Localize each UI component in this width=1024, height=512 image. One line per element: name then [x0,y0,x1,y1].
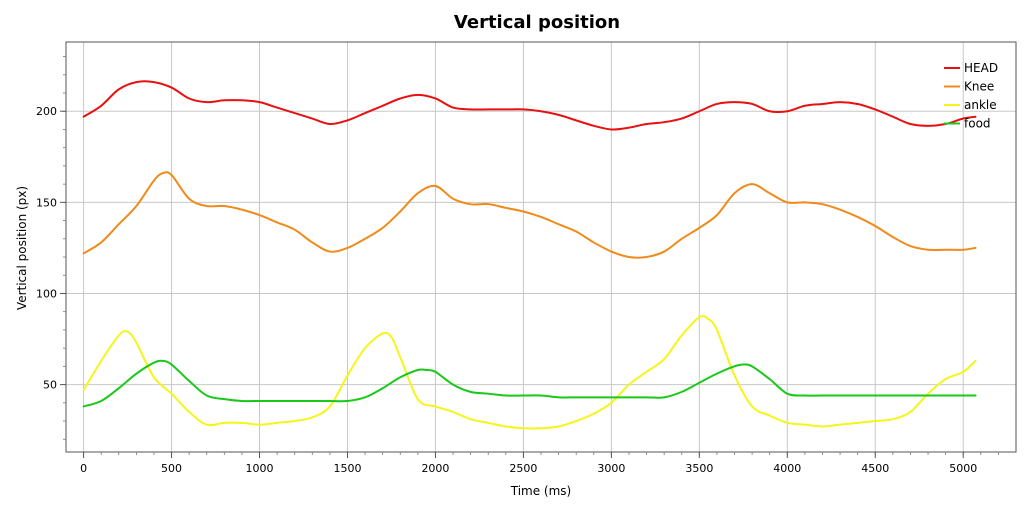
x-tick-label: 2500 [509,462,537,475]
x-tick-label: 1000 [246,462,274,475]
chart-title: Vertical position [454,12,620,33]
x-tick-label: 0 [80,462,87,475]
x-tick-label: 4500 [861,462,889,475]
x-tick-label: 5000 [949,462,977,475]
legend-label: food [964,117,991,131]
series-line-ankle [82,314,977,430]
x-tick-label: 500 [161,462,182,475]
x-tick-label: 4000 [773,462,801,475]
legend-label: ankle [964,98,997,112]
x-axis-label: Time (ms) [510,484,572,498]
x-tick-label: 3000 [597,462,625,475]
series-layer [82,80,977,430]
x-tick-label: 1500 [333,462,361,475]
legend: HEAD Knee ankle food [944,61,998,131]
series-line-food [82,359,977,408]
plot-area [66,42,1016,452]
legend-label: HEAD [964,61,998,75]
y-tick-label: 200 [36,105,57,118]
y-tick-label: 150 [36,196,57,209]
y-tick-label: 100 [36,287,57,300]
series-line-head [82,80,977,131]
ticks: 0 500 1000 1500 2000 2500 3000 3500 4000 4500 5000… [36,56,999,475]
legend-label: Knee [964,80,994,94]
y-axis-label: Vertical position (px) [15,186,29,310]
x-tick-label: 2000 [421,462,449,475]
x-tick-label: 3500 [685,462,713,475]
y-tick-label: 50 [43,379,57,392]
plot-background [66,42,1016,452]
series-line-knee [82,171,977,259]
